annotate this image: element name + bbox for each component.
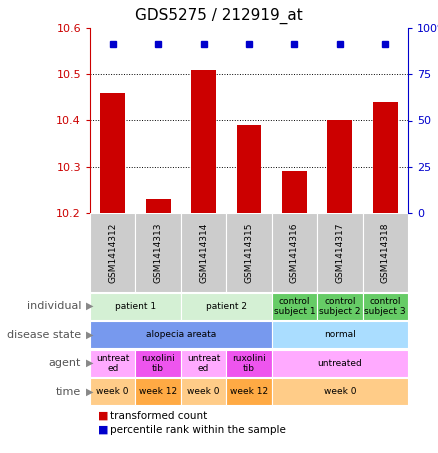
Bar (272, 213, 317, 292)
Text: ▶: ▶ (86, 330, 93, 340)
Bar (90, 293, 181, 320)
Bar (272, 293, 317, 320)
Bar (237, 125, 261, 213)
Bar (226, 213, 272, 292)
Text: normal: normal (324, 330, 356, 339)
Text: GSM1414314: GSM1414314 (199, 222, 208, 283)
Bar (317, 293, 363, 320)
Text: ruxolini
tib: ruxolini tib (141, 353, 175, 373)
Text: disease state: disease state (7, 330, 81, 340)
Bar (90, 350, 135, 377)
Text: GSM1414315: GSM1414315 (244, 222, 254, 283)
Bar (282, 171, 307, 213)
Text: control
subject 2: control subject 2 (319, 297, 360, 316)
Text: week 0: week 0 (187, 387, 220, 396)
Bar (181, 213, 226, 292)
Bar (317, 213, 363, 292)
Text: GSM1414317: GSM1414317 (336, 222, 344, 283)
Text: untreat
ed: untreat ed (187, 353, 220, 373)
Bar (363, 293, 408, 320)
Text: untreat
ed: untreat ed (96, 353, 129, 373)
Text: GDS5275 / 212919_at: GDS5275 / 212919_at (135, 8, 303, 24)
Text: ■: ■ (98, 425, 109, 435)
Text: control
subject 1: control subject 1 (274, 297, 315, 316)
Text: patient 1: patient 1 (115, 302, 156, 311)
Bar (100, 93, 125, 213)
Bar (90, 378, 135, 405)
Text: week 0: week 0 (324, 387, 356, 396)
Text: time: time (56, 387, 81, 397)
Bar (181, 350, 226, 377)
Bar (272, 321, 408, 348)
Bar (135, 213, 181, 292)
Bar (181, 293, 272, 320)
Text: ■: ■ (98, 411, 109, 421)
Bar (226, 378, 272, 405)
Bar (272, 378, 408, 405)
Text: transformed count: transformed count (110, 411, 207, 421)
Bar (226, 350, 272, 377)
Text: agent: agent (49, 358, 81, 368)
Text: ruxolini
tib: ruxolini tib (232, 353, 266, 373)
Text: alopecia areata: alopecia areata (146, 330, 216, 339)
Bar (373, 102, 398, 213)
Bar (272, 350, 408, 377)
Bar (146, 199, 171, 213)
Bar (181, 378, 226, 405)
Text: untreated: untreated (318, 359, 362, 368)
Text: ▶: ▶ (86, 387, 93, 397)
Bar (191, 70, 216, 213)
Bar (327, 120, 352, 213)
Text: ▶: ▶ (86, 358, 93, 368)
Text: GSM1414316: GSM1414316 (290, 222, 299, 283)
Text: week 12: week 12 (139, 387, 177, 396)
Text: individual: individual (27, 301, 81, 311)
Text: GSM1414312: GSM1414312 (108, 222, 117, 283)
Text: ▶: ▶ (86, 301, 93, 311)
Bar (363, 213, 408, 292)
Text: GSM1414318: GSM1414318 (381, 222, 390, 283)
Bar (90, 213, 135, 292)
Bar (90, 321, 272, 348)
Text: patient 2: patient 2 (206, 302, 247, 311)
Text: GSM1414313: GSM1414313 (154, 222, 162, 283)
Text: control
subject 3: control subject 3 (364, 297, 406, 316)
Text: week 12: week 12 (230, 387, 268, 396)
Text: percentile rank within the sample: percentile rank within the sample (110, 425, 286, 435)
Bar (135, 378, 181, 405)
Text: week 0: week 0 (96, 387, 129, 396)
Bar (135, 350, 181, 377)
